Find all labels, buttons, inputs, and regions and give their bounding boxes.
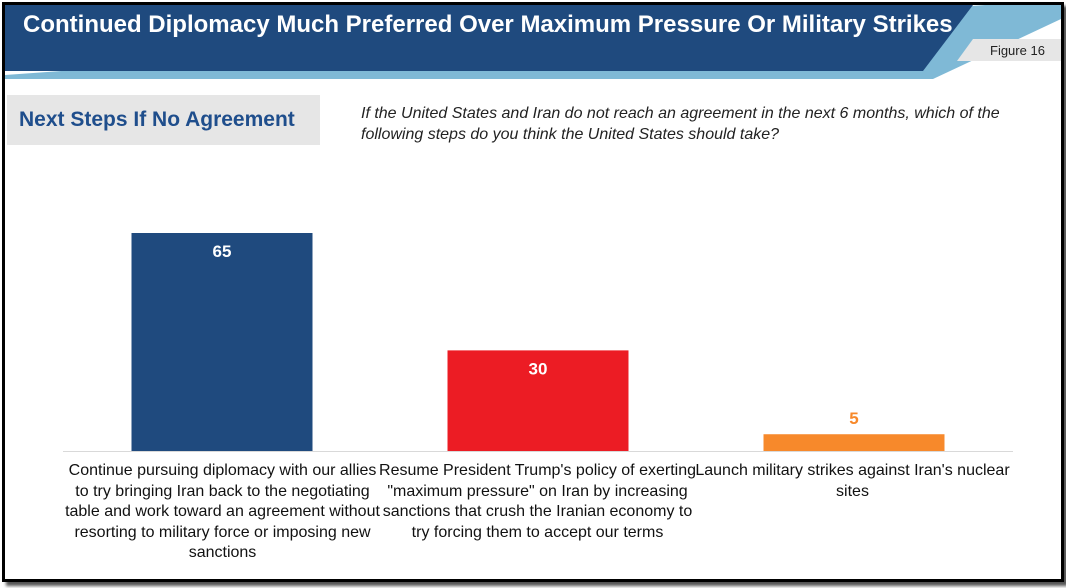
banner-shape xyxy=(5,5,1061,79)
figure-number: Figure 16 xyxy=(990,43,1045,58)
bar-maximum-pressure xyxy=(447,350,629,451)
title-banner: Continued Diplomacy Much Preferred Over … xyxy=(5,5,1061,85)
section-subhead: Next Steps If No Agreement xyxy=(19,108,295,131)
figure-tab xyxy=(957,39,1061,61)
banner-fill xyxy=(5,5,973,71)
bar-military-strikes xyxy=(763,434,945,451)
bar-chart: 65 30 5 xyxy=(63,233,1013,452)
data-label-maximum-pressure: 30 xyxy=(529,359,548,378)
page-title: Continued Diplomacy Much Preferred Over … xyxy=(23,11,953,38)
survey-question: If the United States and Iran do not rea… xyxy=(361,105,1000,143)
data-label-diplomacy: 65 xyxy=(213,242,232,261)
bar-diplomacy xyxy=(131,233,313,451)
category-label-diplomacy: Continue pursuing diplomacy with our all… xyxy=(65,462,380,561)
category-label-maximum-pressure: Resume President Trump's policy of exert… xyxy=(379,462,696,541)
category-label-military-strikes: Launch military strikes against Iran's n… xyxy=(695,462,1010,500)
subhead-box: Next Steps If No Agreement xyxy=(7,95,320,145)
data-label-military-strikes: 5 xyxy=(849,409,858,428)
